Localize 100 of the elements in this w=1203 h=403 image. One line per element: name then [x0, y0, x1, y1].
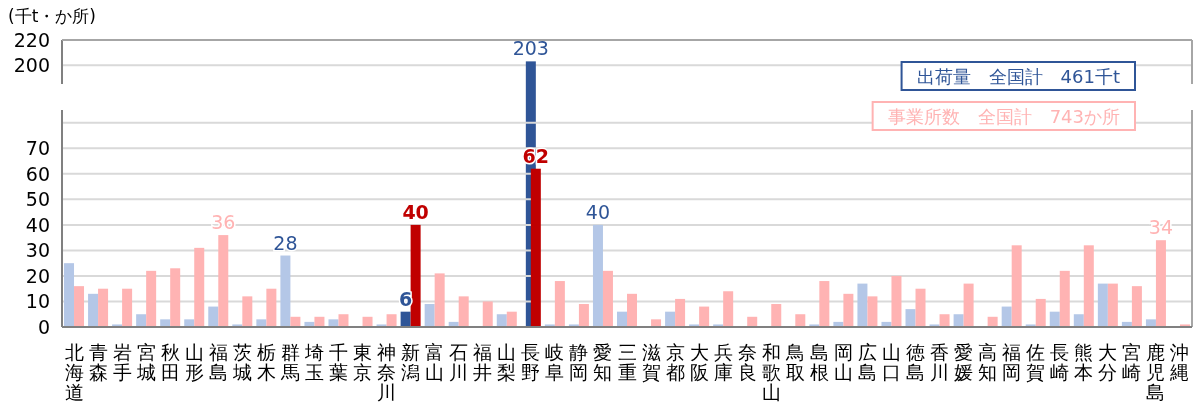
x-tick-label: 宮崎 — [1122, 341, 1142, 383]
bar — [146, 270, 157, 327]
data-label: 28 — [273, 231, 298, 254]
x-tick-label: 京都 — [665, 341, 685, 383]
x-tick-label: 鹿児島 — [1146, 341, 1166, 403]
bar — [1131, 286, 1142, 327]
bar — [1107, 283, 1118, 327]
bar — [482, 301, 493, 327]
x-tick-label: 山形 — [184, 341, 204, 383]
x-tick-label: 福岡 — [1002, 341, 1022, 383]
bar — [963, 283, 974, 327]
x-tick-label: 北海道 — [64, 341, 84, 403]
bar — [256, 319, 267, 327]
y-tick-label: 220 — [13, 29, 50, 51]
bar — [194, 247, 205, 327]
x-tick-label: 大分 — [1098, 341, 1118, 383]
x-tick-label: 岐阜 — [545, 341, 565, 383]
bar — [1011, 245, 1022, 327]
bar — [1035, 298, 1046, 327]
data-label: 203 — [512, 37, 549, 60]
data-label: 40 — [585, 200, 611, 223]
bar — [617, 311, 627, 327]
bar — [699, 306, 710, 327]
x-tick-label: 石川 — [449, 341, 469, 383]
bar — [242, 296, 253, 327]
bar — [843, 293, 854, 327]
bar — [266, 288, 277, 327]
x-tick-label: 兵庫 — [713, 341, 733, 383]
bar — [184, 319, 195, 327]
bar — [578, 304, 589, 327]
y-tick-label: 10 — [25, 290, 50, 313]
x-tick-label: 熊本 — [1074, 341, 1094, 383]
bar — [74, 286, 85, 327]
bar — [592, 224, 603, 327]
x-tick-label: 奈良 — [737, 341, 757, 383]
x-tick-label: 香川 — [930, 341, 950, 383]
x-tick-label: 新潟 — [401, 341, 421, 383]
y-tick-label: 20 — [25, 264, 50, 287]
x-tick-label: 山口 — [881, 341, 901, 383]
x-tick-label: 長野 — [521, 341, 541, 383]
x-tick-label: 東京 — [353, 341, 373, 383]
x-tick-label: 秋田 — [160, 341, 180, 383]
bar — [665, 311, 676, 327]
x-tick-label: 静岡 — [569, 341, 589, 383]
x-tick-label: 山梨 — [497, 341, 517, 383]
x-tick-label: 徳島 — [906, 341, 926, 383]
x-tick-label: 千葉 — [328, 341, 348, 383]
x-tick-label: 長崎 — [1050, 341, 1070, 383]
x-tick-label: 鳥取 — [784, 341, 805, 383]
bar — [819, 281, 830, 327]
x-tick-label: 広島 — [857, 341, 877, 383]
bar — [170, 268, 181, 327]
bar — [771, 304, 782, 327]
x-tick-label: 栃木 — [256, 341, 276, 383]
data-label: 6 — [399, 287, 413, 310]
x-tick-label: 和歌山 — [761, 341, 781, 403]
bar — [328, 319, 339, 327]
bar — [939, 314, 950, 327]
bar — [953, 314, 964, 327]
bar — [1145, 319, 1156, 327]
x-tick-label: 福井 — [473, 341, 493, 383]
bar — [160, 319, 171, 327]
bar — [651, 319, 662, 327]
bar — [458, 296, 469, 327]
bar — [88, 293, 99, 327]
bar — [410, 224, 421, 327]
y-tick-label: 70 — [25, 137, 50, 160]
bar — [891, 275, 902, 327]
x-tick-label: 佐賀 — [1026, 341, 1046, 383]
bar — [136, 314, 147, 327]
y-tick-label: 0 — [37, 316, 50, 338]
y-axis-title: (千t・か所) — [8, 6, 96, 26]
bar — [64, 263, 75, 327]
x-tick-label: 神奈川 — [377, 341, 397, 403]
x-tick-label: 富山 — [425, 341, 445, 383]
data-label: 36 — [211, 211, 236, 234]
x-tick-label: 福島 — [208, 341, 228, 383]
y-tick-label: 40 — [25, 213, 50, 236]
data-label: 34 — [1148, 216, 1174, 239]
x-tick-label: 岡山 — [833, 341, 853, 383]
x-tick-label: 大阪 — [689, 341, 709, 383]
bar — [1073, 314, 1084, 327]
bar — [122, 288, 133, 327]
bar — [795, 314, 806, 327]
bar — [424, 304, 435, 327]
bar — [1155, 240, 1166, 327]
bar — [675, 298, 686, 327]
x-tick-label: 三重 — [617, 341, 637, 383]
bar — [208, 306, 219, 327]
x-tick-label: 青森 — [88, 341, 108, 383]
bar — [1059, 270, 1070, 327]
x-tick-label: 島根 — [809, 341, 829, 383]
x-tick-label: 滋賀 — [641, 341, 661, 383]
bar — [905, 309, 916, 327]
bar — [723, 291, 734, 327]
x-tick-label: 茨城 — [231, 341, 252, 383]
y-tick-label: 200 — [13, 54, 50, 77]
bar — [280, 255, 291, 327]
x-tick-label: 岩手 — [112, 341, 132, 383]
x-tick-label: 愛媛 — [954, 341, 974, 383]
